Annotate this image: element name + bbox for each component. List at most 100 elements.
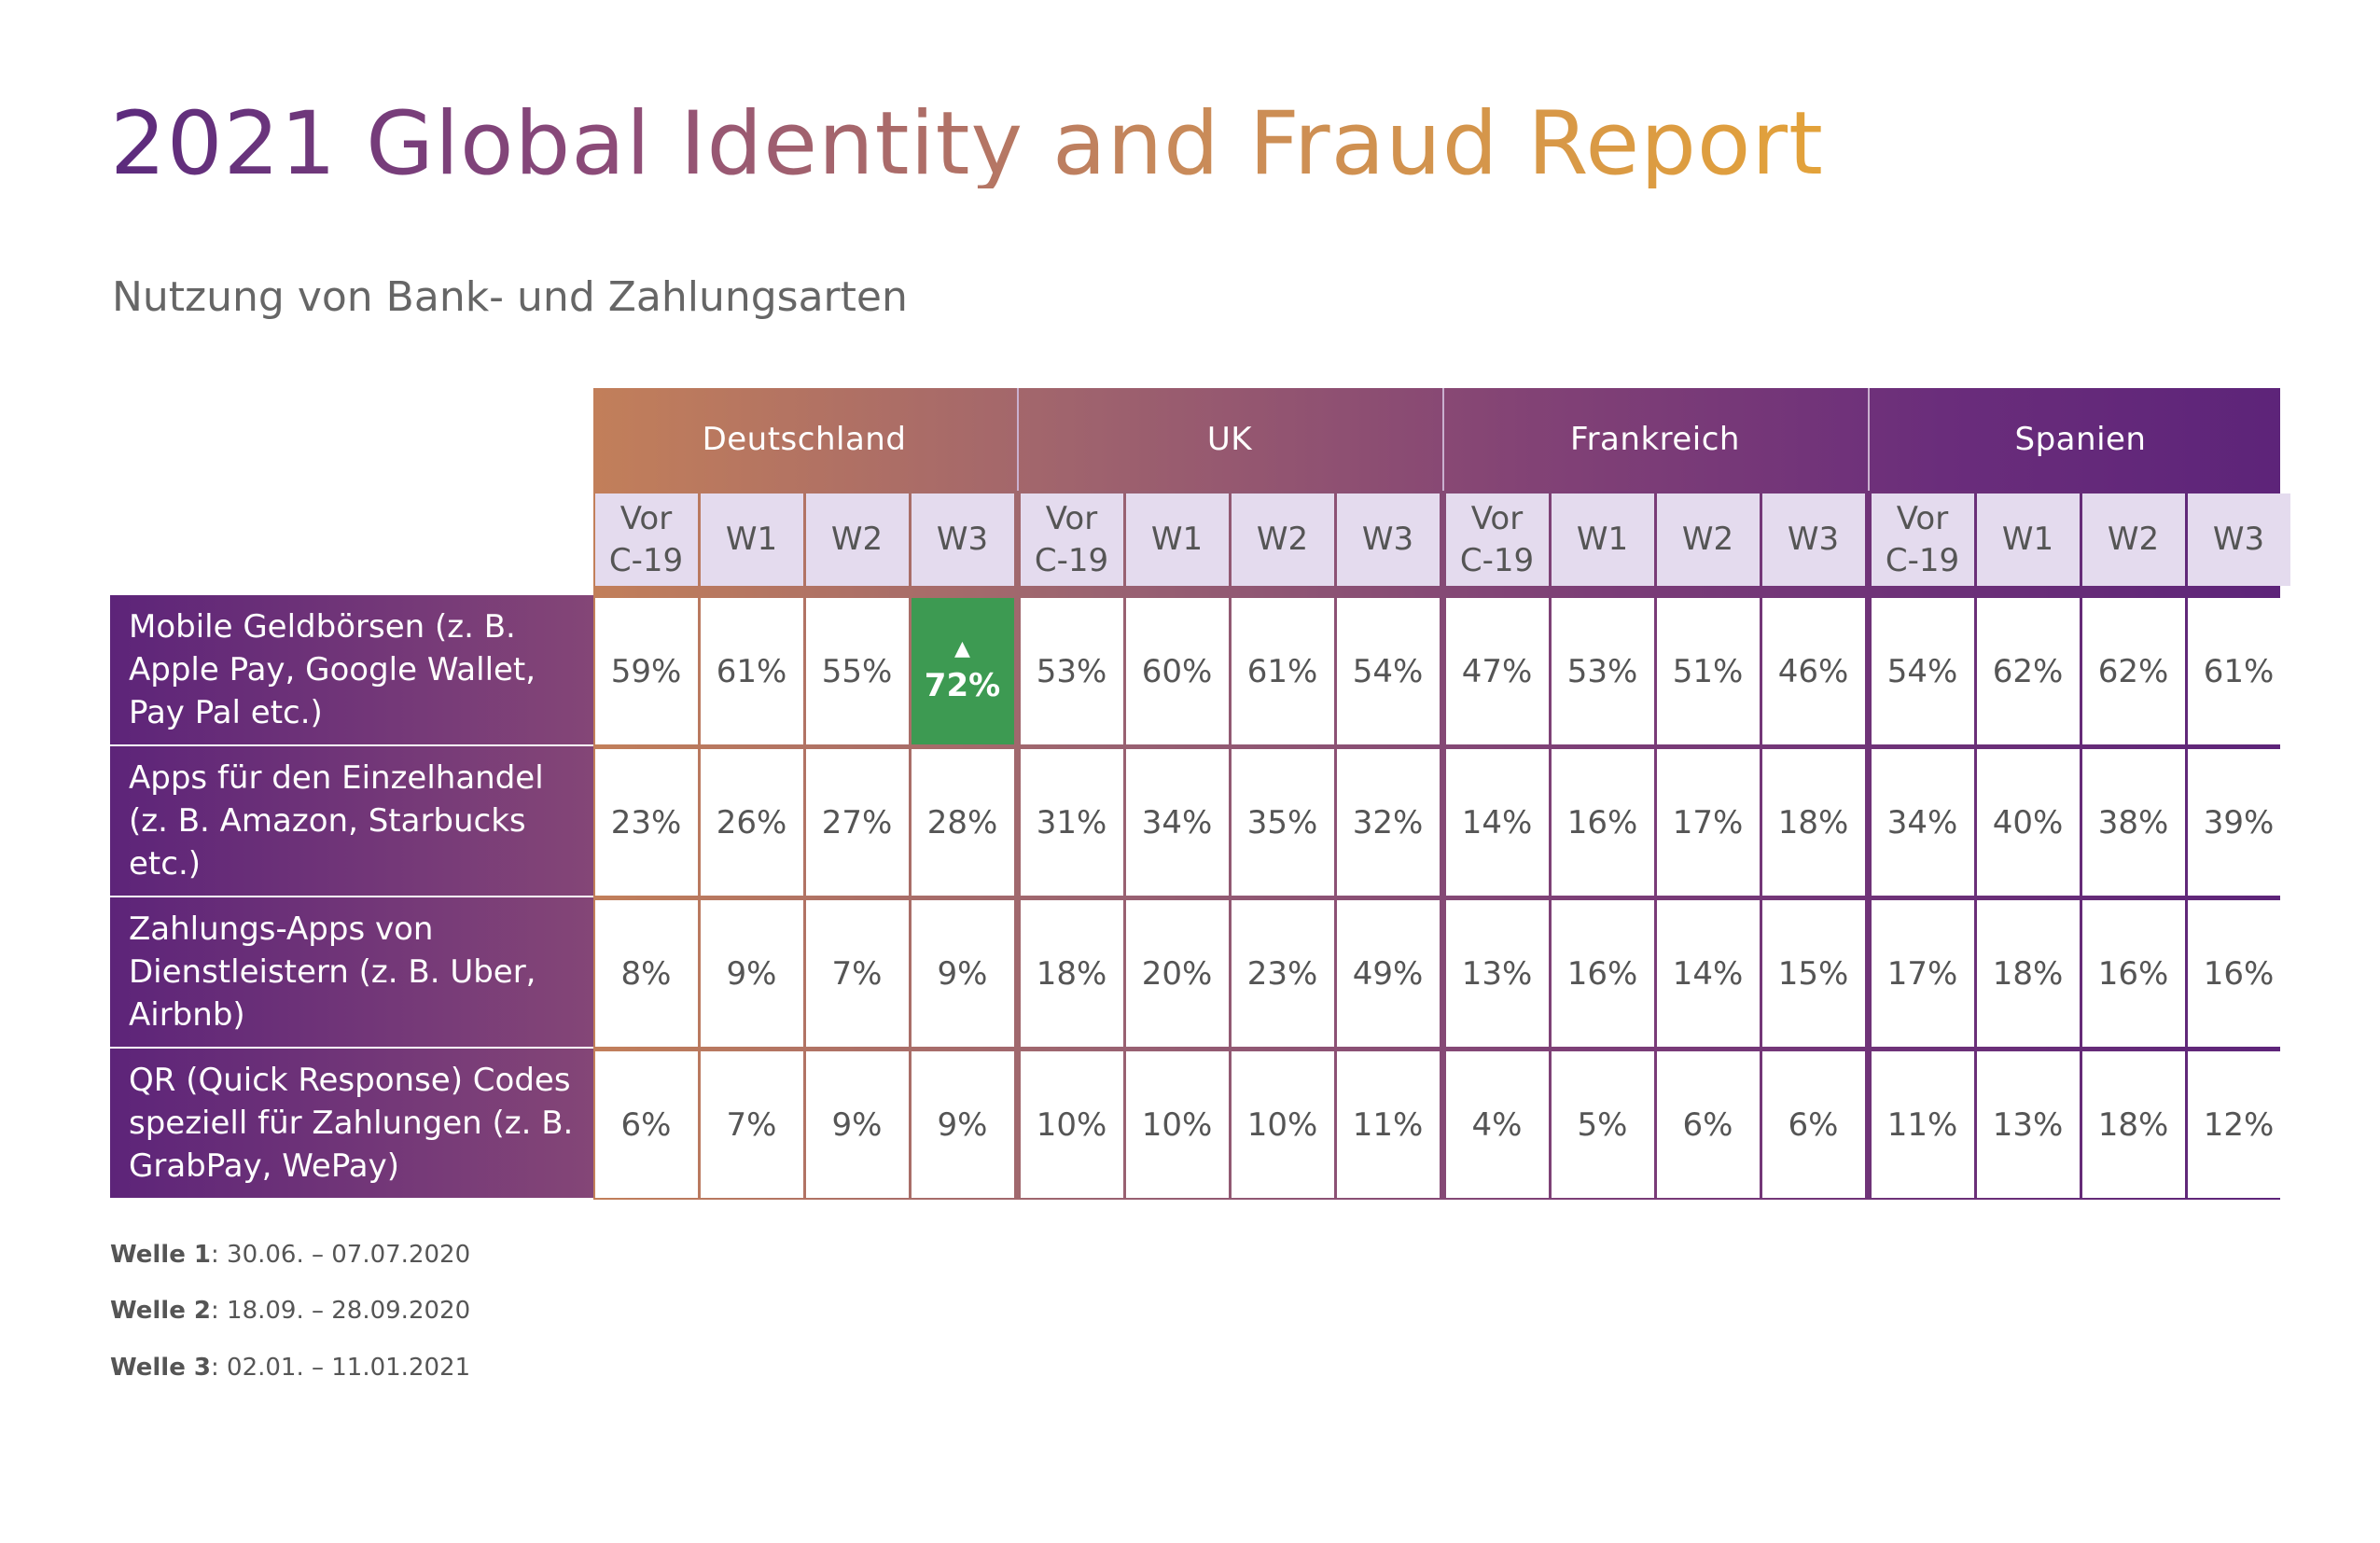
value-cell: 7% <box>700 1051 803 1198</box>
value-cell: 61% <box>700 598 803 744</box>
row-label: QR (Quick Response) Codes speziell für Z… <box>110 1049 593 1198</box>
wave-note-label: Welle 2 <box>110 1297 211 1325</box>
wave-label: W1 <box>1150 521 1204 559</box>
value-cell: 54% <box>1336 598 1440 744</box>
arrow-up-icon: ▲ <box>954 636 970 660</box>
country-separator <box>1868 388 1870 491</box>
value-label: 59% <box>610 652 682 690</box>
value-cell: 23% <box>594 749 698 896</box>
value-label: 32% <box>1352 803 1424 841</box>
value-label: 10% <box>1141 1105 1213 1144</box>
value-label: 60% <box>1141 652 1213 690</box>
value-cell: 10% <box>1125 1051 1229 1198</box>
value-cell: 7% <box>805 900 909 1047</box>
value-cell: 40% <box>1976 749 2080 896</box>
value-cell: 39% <box>2187 749 2290 896</box>
value-cell: 4% <box>1445 1051 1549 1198</box>
value-label: 54% <box>1886 652 1958 690</box>
wave-header-cell: W3 <box>2187 493 2290 586</box>
row-label: Mobile Geldbörsen (z. B. Apple Pay, Goog… <box>110 595 593 744</box>
value-cell: 49% <box>1336 900 1440 1047</box>
value-cell: 53% <box>1020 598 1123 744</box>
value-cell: 16% <box>1551 749 1654 896</box>
value-label: 9% <box>831 1105 883 1144</box>
value-cell: 23% <box>1231 900 1334 1047</box>
value-label: 34% <box>1886 803 1958 841</box>
value-label: 10% <box>1036 1105 1107 1144</box>
value-label: 6% <box>1682 1105 1733 1144</box>
value-cell: 12% <box>2187 1051 2290 1198</box>
value-label: 47% <box>1461 652 1533 690</box>
value-cell: 35% <box>1231 749 1334 896</box>
value-cell: 18% <box>2081 1051 2185 1198</box>
value-label: 53% <box>1036 652 1107 690</box>
value-cell: 8% <box>594 900 698 1047</box>
country-separator <box>1017 388 1019 491</box>
value-label: 6% <box>1788 1105 1839 1144</box>
wave-header-cell: W1 <box>1976 493 2080 586</box>
wave-header-cell: Vor C-19 <box>1871 493 1974 586</box>
value-cell: 9% <box>911 900 1014 1047</box>
wave-header-cell: W3 <box>911 493 1014 586</box>
value-cell: 13% <box>1976 1051 2080 1198</box>
value-label: 27% <box>821 803 893 841</box>
value-label: 72% <box>924 666 1001 704</box>
value-cell: 47% <box>1445 598 1549 744</box>
value-cell: 9% <box>700 900 803 1047</box>
wave-label: W1 <box>2001 521 2054 559</box>
wave-header-cell: W1 <box>700 493 803 586</box>
wave-label: Vor C-19 <box>608 500 684 579</box>
value-label: 7% <box>831 954 883 993</box>
value-label: 9% <box>937 1105 988 1144</box>
value-cell: 34% <box>1871 749 1974 896</box>
value-label: 18% <box>1036 954 1107 993</box>
value-cell: 55% <box>805 598 909 744</box>
country-header: Frankreich <box>1570 421 1740 458</box>
value-cell: 16% <box>2187 900 2290 1047</box>
report-title: 2021 Global Identity and Fraud Report <box>110 93 1824 195</box>
wave-label: W3 <box>2212 521 2265 559</box>
wave-note-dates: : 18.09. – 28.09.2020 <box>211 1297 471 1325</box>
wave-header-cell: W2 <box>2081 493 2185 586</box>
value-cell: 61% <box>1231 598 1334 744</box>
value-cell: 6% <box>1761 1051 1865 1198</box>
value-label: 61% <box>716 652 787 690</box>
wave-header-cell: Vor C-19 <box>1020 493 1123 586</box>
value-cell: 16% <box>1551 900 1654 1047</box>
value-label: 62% <box>1992 652 2064 690</box>
value-label: 28% <box>926 803 998 841</box>
value-cell: 9% <box>805 1051 909 1198</box>
wave-header-cell: W1 <box>1551 493 1654 586</box>
value-cell: 54% <box>1871 598 1974 744</box>
value-cell: 31% <box>1020 749 1123 896</box>
value-label: 35% <box>1246 803 1318 841</box>
value-cell: 6% <box>594 1051 698 1198</box>
value-label: 54% <box>1352 652 1424 690</box>
wave-header-cell: W2 <box>1231 493 1334 586</box>
country-header: UK <box>1206 421 1253 458</box>
country-separator <box>1442 388 1444 491</box>
value-label: 40% <box>1992 803 2064 841</box>
value-label: 16% <box>2097 954 2169 993</box>
value-label: 38% <box>2097 803 2169 841</box>
value-cell: 20% <box>1125 900 1229 1047</box>
value-cell: 46% <box>1761 598 1865 744</box>
value-label: 8% <box>620 954 672 993</box>
wave-label: W2 <box>830 521 884 559</box>
wave-note-label: Welle 1 <box>110 1241 211 1269</box>
value-label: 9% <box>726 954 777 993</box>
value-label: 26% <box>716 803 787 841</box>
wave-header-cell: W1 <box>1125 493 1229 586</box>
value-label: 16% <box>1566 803 1638 841</box>
value-cell: 11% <box>1871 1051 1974 1198</box>
value-label: 23% <box>610 803 682 841</box>
value-label: 15% <box>1777 954 1849 993</box>
value-label: 13% <box>1461 954 1533 993</box>
value-cell: 62% <box>1976 598 2080 744</box>
wave-label: Vor C-19 <box>1885 500 1960 579</box>
value-label: 23% <box>1246 954 1318 993</box>
wave-note-label: Welle 3 <box>110 1354 211 1382</box>
value-label: 62% <box>2097 652 2169 690</box>
value-cell: 15% <box>1761 900 1865 1047</box>
value-cell: 13% <box>1445 900 1549 1047</box>
